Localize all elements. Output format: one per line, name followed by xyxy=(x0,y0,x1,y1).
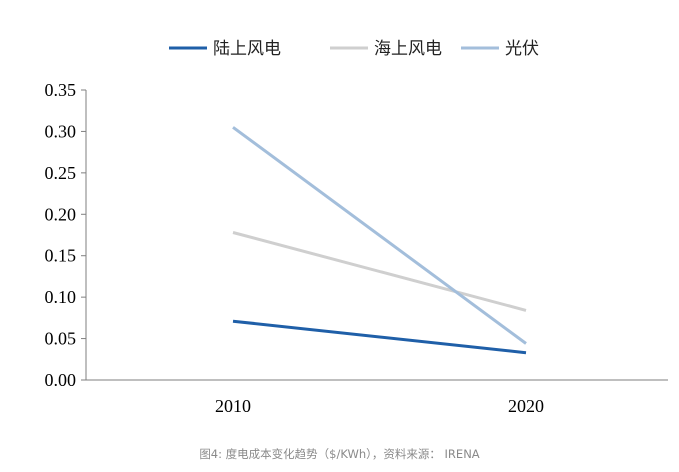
legend-label: 陆上风电 xyxy=(213,39,281,59)
x-tick-label: 2010 xyxy=(215,396,251,416)
legend-label: 光伏 xyxy=(505,39,539,59)
y-tick-label: 0.35 xyxy=(45,80,77,100)
y-tick-label: 0.20 xyxy=(45,204,77,224)
series-line xyxy=(232,126,527,345)
legend-label: 海上风电 xyxy=(374,39,442,59)
x-tick-label: 2020 xyxy=(508,396,544,416)
x-axis: 2010 2020 xyxy=(86,379,668,416)
y-tick-label: 0.10 xyxy=(45,287,77,307)
series-line xyxy=(232,319,527,355)
legend: 陆上风电 海上风电 光伏 xyxy=(169,39,539,59)
series-line xyxy=(232,231,527,312)
y-axis: 0.00 0.05 0.10 0.15 0.20 0.25 0.30 0.35 xyxy=(45,80,87,390)
y-tick-label: 0.00 xyxy=(45,370,77,390)
y-tick-label: 0.30 xyxy=(45,121,77,141)
y-tick-label: 0.25 xyxy=(45,163,77,183)
y-tick-label: 0.15 xyxy=(45,246,77,266)
series-lines xyxy=(232,126,527,355)
figure-caption: 图4: 度电成本变化趋势（$/KWh），资料来源： IRENA xyxy=(199,447,480,461)
y-tick-label: 0.05 xyxy=(45,329,77,349)
